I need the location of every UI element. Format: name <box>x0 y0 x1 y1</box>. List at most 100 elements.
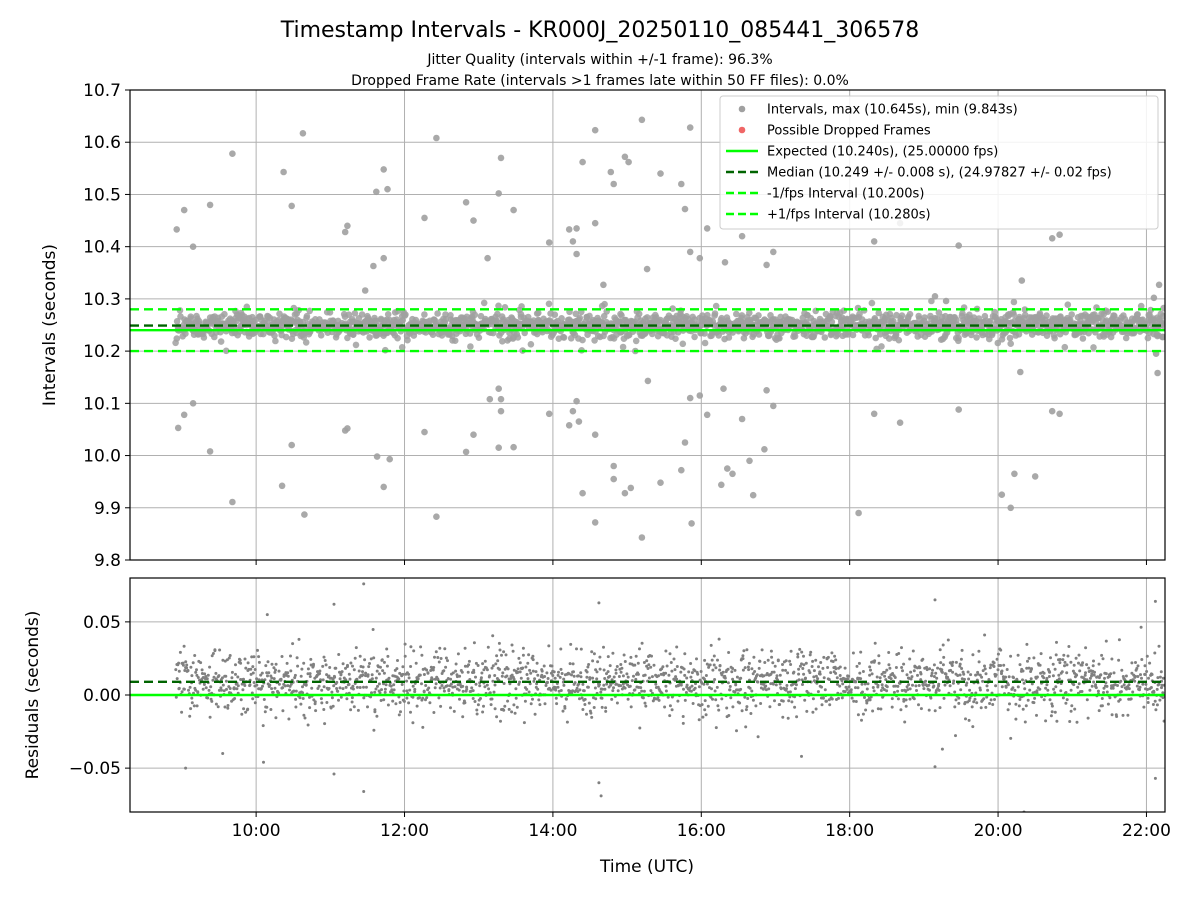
interval-point <box>558 315 565 322</box>
residual-point <box>931 668 934 672</box>
residual-point <box>941 643 945 647</box>
residual-point <box>903 720 907 724</box>
residual-point <box>1152 690 1156 694</box>
interval-outlier-point <box>678 180 685 188</box>
residual-point <box>1122 683 1126 687</box>
interval-outlier-point <box>955 242 962 249</box>
intervals-panel: Intervals (seconds) 9.89.910.010.110.210… <box>40 81 1166 571</box>
residual-point <box>409 665 413 668</box>
residual-point <box>449 682 453 686</box>
residual-point <box>866 682 870 686</box>
residual-point <box>392 683 396 687</box>
interval-outlier-point <box>724 465 731 472</box>
residual-point <box>699 670 703 673</box>
residual-point <box>726 667 730 671</box>
residual-point <box>1002 677 1006 681</box>
interval-point <box>865 331 872 339</box>
residual-point <box>1012 676 1015 680</box>
residual-point <box>253 701 257 705</box>
residual-point <box>1017 704 1021 708</box>
interval-point <box>973 334 980 341</box>
residual-point <box>282 673 286 677</box>
residual-point <box>1102 691 1105 694</box>
interval-outlier-point <box>749 491 757 499</box>
residual-point <box>529 671 533 675</box>
residual-point <box>224 674 228 678</box>
residual-point <box>778 703 782 706</box>
residual-point <box>1027 656 1031 660</box>
residual-point <box>625 672 629 676</box>
residual-point <box>349 661 353 665</box>
residual-point <box>463 646 467 650</box>
residual-point <box>252 655 256 659</box>
interval-outlier-point <box>931 293 939 300</box>
interval-outlier-point <box>591 431 599 439</box>
residual-point <box>1134 661 1137 664</box>
residual-point <box>857 661 861 665</box>
residual-point <box>1032 656 1036 660</box>
interval-point <box>1159 333 1165 341</box>
residual-point <box>754 704 758 708</box>
residual-point <box>598 655 602 659</box>
residual-point <box>1026 698 1030 702</box>
residual-point <box>718 664 722 668</box>
residual-point <box>808 671 812 675</box>
residual-point <box>875 675 879 679</box>
residual-point <box>446 677 450 680</box>
residual-point <box>294 689 298 693</box>
residual-point <box>227 656 231 660</box>
residual-point <box>989 698 993 702</box>
interval-outlier-point <box>627 484 635 492</box>
residual-point <box>981 669 985 673</box>
residual-point <box>289 669 293 673</box>
residual-point <box>466 670 470 674</box>
interval-outlier-point <box>1056 410 1063 418</box>
residual-point <box>976 672 980 676</box>
interval-point <box>467 343 474 350</box>
residual-point <box>261 684 264 688</box>
interval-point <box>679 340 687 348</box>
residual-point <box>727 651 731 654</box>
residual-point <box>512 703 516 707</box>
residual-point <box>877 661 881 665</box>
residual-point <box>590 715 594 719</box>
residual-point <box>485 668 489 672</box>
residual-point <box>1148 661 1152 665</box>
residual-point <box>181 663 185 667</box>
residual-point <box>434 650 438 654</box>
interval-point <box>898 312 906 319</box>
residual-point <box>251 697 255 701</box>
residual-point <box>1120 685 1124 689</box>
residual-point <box>523 699 527 703</box>
residual-point <box>592 706 596 709</box>
residual-point <box>638 647 641 651</box>
residual-point <box>437 660 441 664</box>
residual-point <box>308 672 312 676</box>
residual-point <box>407 676 411 680</box>
residual-point <box>644 704 648 708</box>
residual-point <box>442 669 446 673</box>
residual-point <box>1100 653 1104 657</box>
residual-point <box>1055 640 1058 644</box>
residual-point <box>1073 707 1077 711</box>
interval-outlier-point <box>288 441 296 449</box>
residual-point <box>1030 682 1034 686</box>
residual-point <box>744 708 748 712</box>
residual-point <box>370 677 374 681</box>
residual-point <box>904 704 908 708</box>
residual-outlier-point <box>184 766 188 770</box>
residual-point <box>1083 673 1087 677</box>
interval-outlier-point <box>681 205 689 213</box>
residual-point <box>504 653 508 657</box>
residual-point <box>222 689 226 693</box>
residual-point <box>985 684 989 688</box>
interval-point <box>1015 331 1023 338</box>
residual-point <box>510 710 514 714</box>
residual-point <box>319 697 323 701</box>
residual-point <box>518 661 522 665</box>
interval-point <box>755 312 762 319</box>
interval-point <box>352 341 360 349</box>
residual-point <box>220 688 223 692</box>
residual-point <box>912 669 916 673</box>
residual-point <box>856 686 860 690</box>
